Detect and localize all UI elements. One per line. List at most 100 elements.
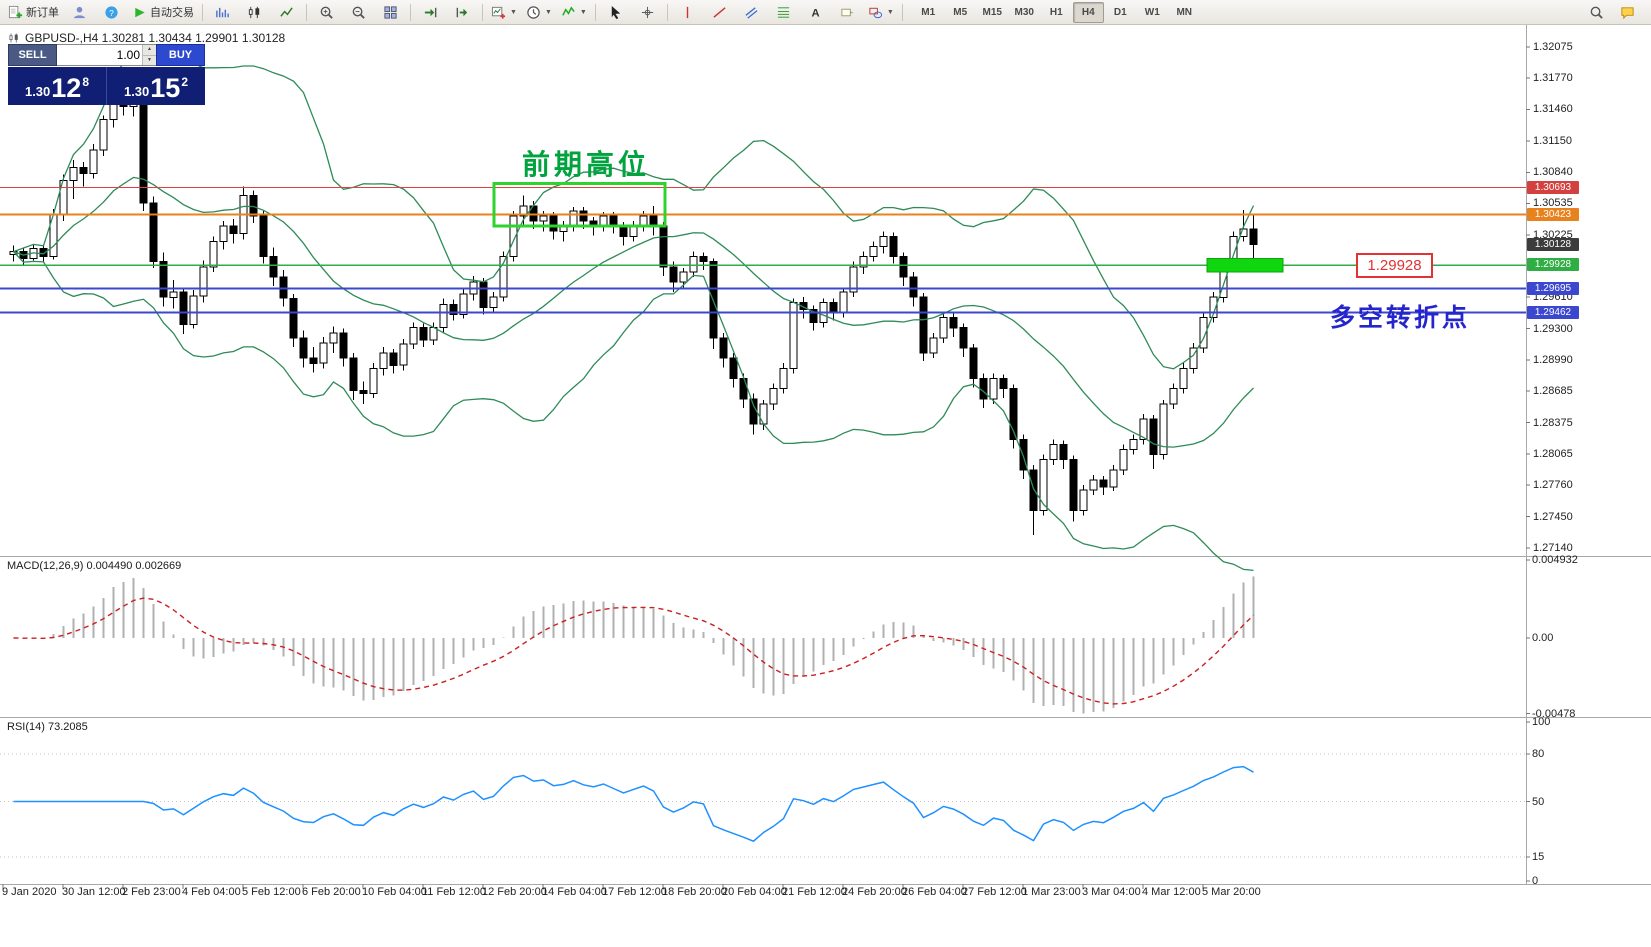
chat-icon: [1620, 5, 1635, 20]
chart-shift-button[interactable]: [447, 1, 478, 24]
timeframe-d1-button[interactable]: D1: [1113, 6, 1127, 18]
price-axis-label: 1.28990: [1533, 354, 1573, 367]
price-tag: 1.30128: [1527, 238, 1579, 252]
time-axis-label: 3 Mar 04:00: [1082, 886, 1141, 898]
bar-chart-icon: [215, 5, 230, 20]
indicators-list-button[interactable]: ▼: [557, 1, 591, 24]
chevron-down-icon: ▼: [579, 8, 587, 16]
text-label-icon: [840, 5, 855, 20]
macd-indicator-label: MACD(12,26,9) 0.004490 0.002669: [7, 560, 182, 572]
community-button[interactable]: ?: [96, 1, 127, 24]
chat-button[interactable]: [1612, 1, 1643, 24]
time-axis-label: 18 Feb 20:00: [662, 886, 727, 898]
timeframe-m30-button[interactable]: M30: [1014, 6, 1034, 18]
auto-scroll-button[interactable]: [415, 1, 446, 24]
zoom-out-icon: [351, 5, 366, 20]
buy-price-pips: 15: [150, 73, 181, 103]
line-chart-icon: [279, 5, 294, 20]
new-chart-icon: [491, 5, 506, 20]
previous-high-box[interactable]: [492, 182, 667, 228]
annotation-previous-high-text[interactable]: 前期高位: [522, 149, 651, 180]
sell-price[interactable]: 1.30 12 8: [8, 67, 107, 105]
price-axis-label: 1.30535: [1533, 197, 1573, 210]
equidistant-channel-button[interactable]: [736, 1, 767, 24]
price-tag: 1.30693: [1527, 180, 1579, 194]
svg-text:?: ?: [109, 7, 114, 17]
bar-chart-button[interactable]: [207, 1, 238, 24]
profiles-button[interactable]: ▼: [522, 1, 556, 24]
zoom-out-button[interactable]: [343, 1, 374, 24]
search-icon: [1589, 5, 1604, 20]
text-tool-button[interactable]: A: [800, 1, 831, 24]
sell-button[interactable]: SELL: [8, 44, 57, 66]
annotation-turning-point-text[interactable]: 多空转折点: [1330, 304, 1471, 332]
new-order-button[interactable]: 新订单: [4, 1, 63, 24]
support-zone-rect[interactable]: [1206, 258, 1284, 273]
candlestick-chart-button[interactable]: [239, 1, 270, 24]
toolbar-right: [1581, 1, 1647, 24]
toolbar-separator: [901, 3, 903, 21]
price-axis-label: 1.30840: [1533, 166, 1573, 179]
sell-price-point: 8: [82, 75, 90, 89]
timeframe-m5-button[interactable]: M5: [953, 6, 968, 18]
candlestick-chart-icon: [247, 5, 262, 20]
accounts-icon: [72, 5, 87, 20]
volume-input[interactable]: [57, 45, 142, 65]
indicators-list-icon: [561, 5, 576, 20]
time-axis-label: 20 Feb 04:00: [722, 886, 787, 898]
tile-windows-button[interactable]: [375, 1, 406, 24]
price-axis-label: 1.32075: [1533, 41, 1573, 53]
toolbar-buttons: 新订单? 自动交易 ▼ ▼ ▼ A ▼: [4, 1, 906, 24]
crosshair-icon: [640, 5, 655, 20]
time-axis-label: 1 Mar 23:00: [1022, 886, 1081, 898]
time-axis-label: 27 Feb 12:00: [962, 886, 1027, 898]
timeframe-w1-button[interactable]: W1: [1144, 6, 1160, 18]
new-chart-button[interactable]: ▼: [487, 1, 521, 24]
price-axis-label: 1.27760: [1533, 479, 1573, 492]
cursor-icon: [608, 5, 623, 20]
fibonacci-button[interactable]: [768, 1, 799, 24]
bollinger-band: [13, 52, 1255, 370]
sell-price-base: 1.30: [24, 84, 51, 99]
line-chart-button[interactable]: [271, 1, 302, 24]
autotrading-button[interactable]: 自动交易: [128, 1, 198, 24]
fibonacci-icon: [776, 5, 791, 20]
equidistant-channel-icon: [744, 5, 759, 20]
zoom-in-button[interactable]: [311, 1, 342, 24]
vertical-line-button[interactable]: [672, 1, 703, 24]
timeframe-mn-button[interactable]: MN: [1176, 6, 1193, 18]
bollinger-band: [13, 251, 1254, 572]
timeframe-m1-button[interactable]: M1: [921, 6, 936, 18]
buy-price[interactable]: 1.30 15 2: [107, 67, 205, 105]
price-axis-label: 1.31770: [1533, 71, 1573, 84]
profiles-icon: [526, 5, 541, 20]
trendline-button[interactable]: [704, 1, 735, 24]
volume-down-button[interactable]: ▼: [143, 55, 156, 65]
rsi-line: [13, 765, 1254, 843]
crosshair-button[interactable]: [632, 1, 663, 24]
sell-price-pips: 12: [51, 73, 82, 103]
price-callout-box[interactable]: 1.29928: [1356, 253, 1433, 278]
text-label-button[interactable]: [832, 1, 863, 24]
rsi-axis-label: 100: [1532, 716, 1551, 728]
cursor-button[interactable]: [600, 1, 631, 24]
time-axis-label: 21 Feb 12:00: [782, 886, 847, 898]
shapes-icon: [868, 5, 883, 20]
shapes-button[interactable]: ▼: [864, 1, 898, 24]
timeframe-m15-button[interactable]: M15: [982, 6, 1002, 18]
search-button[interactable]: [1581, 1, 1612, 24]
rsi-axis-label: 15: [1532, 851, 1545, 864]
time-axis-label: 26 Feb 04:00: [902, 886, 967, 898]
volume-up-button[interactable]: ▲: [143, 45, 156, 56]
buy-button[interactable]: BUY: [156, 44, 205, 66]
accounts-button[interactable]: [64, 1, 95, 24]
price-tag: 1.29695: [1527, 282, 1579, 296]
timeframe-h1-button[interactable]: H1: [1049, 6, 1063, 18]
price-axis-label: 1.27140: [1533, 542, 1573, 554]
time-axis-label: 14 Feb 04:00: [542, 886, 607, 898]
auto-scroll-icon: [423, 5, 438, 20]
timeframe-h4-button[interactable]: H4: [1072, 1, 1104, 23]
price-tag: 1.29928: [1527, 258, 1579, 272]
